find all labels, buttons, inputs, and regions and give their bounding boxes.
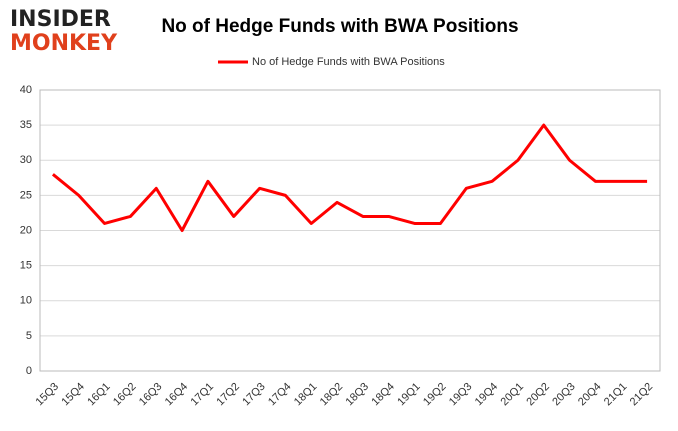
plot-frame — [39, 89, 661, 372]
chart-title: No of Hedge Funds with BWA Positions — [161, 16, 518, 37]
x-tick-label: 18Q1 — [292, 381, 320, 409]
y-tick-label: 20 — [20, 224, 32, 236]
x-tick-label: 15Q3 — [34, 381, 62, 409]
legend-label: No of Hedge Funds with BWA Positions — [252, 56, 445, 68]
y-tick-label: 30 — [20, 154, 32, 166]
x-tick-label: 21Q1 — [602, 381, 630, 409]
y-tick-label: 5 — [26, 330, 32, 342]
x-tick-label: 16Q2 — [111, 381, 139, 409]
x-tick-label: 20Q2 — [524, 381, 552, 409]
y-tick-label: 10 — [20, 295, 32, 307]
x-tick-label: 20Q4 — [576, 381, 604, 409]
logo-bottom: MONKEY — [10, 31, 118, 56]
x-tick-label: 18Q2 — [318, 381, 346, 409]
data-line — [51, 123, 648, 232]
x-tick-label: 17Q1 — [189, 381, 217, 409]
y-tick-label: 15 — [20, 260, 32, 272]
y-tick-label: 35 — [20, 119, 32, 131]
x-tick-label: 19Q1 — [395, 381, 423, 409]
y-tick-label: 0 — [26, 365, 32, 377]
x-tick-label: 15Q4 — [59, 381, 87, 409]
x-tick-label: 19Q2 — [421, 381, 449, 409]
x-tick-label: 18Q3 — [344, 381, 372, 409]
logo-top: INSIDER — [10, 7, 111, 32]
y-tick-label: 40 — [20, 84, 32, 96]
x-tick-label: 18Q4 — [369, 381, 397, 409]
x-tick-label: 21Q2 — [628, 381, 656, 409]
x-tick-label: 20Q1 — [499, 381, 527, 409]
x-tick-label: 16Q3 — [137, 381, 165, 409]
x-tick-label: 17Q2 — [214, 381, 242, 409]
x-tick-label: 19Q4 — [473, 381, 501, 409]
y-tick-label: 25 — [20, 189, 32, 201]
x-tick-label: 20Q3 — [550, 381, 578, 409]
x-tick-label: 17Q3 — [240, 381, 268, 409]
x-tick-label: 16Q1 — [85, 381, 113, 409]
x-tick-label: 17Q4 — [266, 381, 294, 409]
x-tick-label: 19Q3 — [447, 381, 475, 409]
x-tick-label: 16Q4 — [163, 381, 191, 409]
